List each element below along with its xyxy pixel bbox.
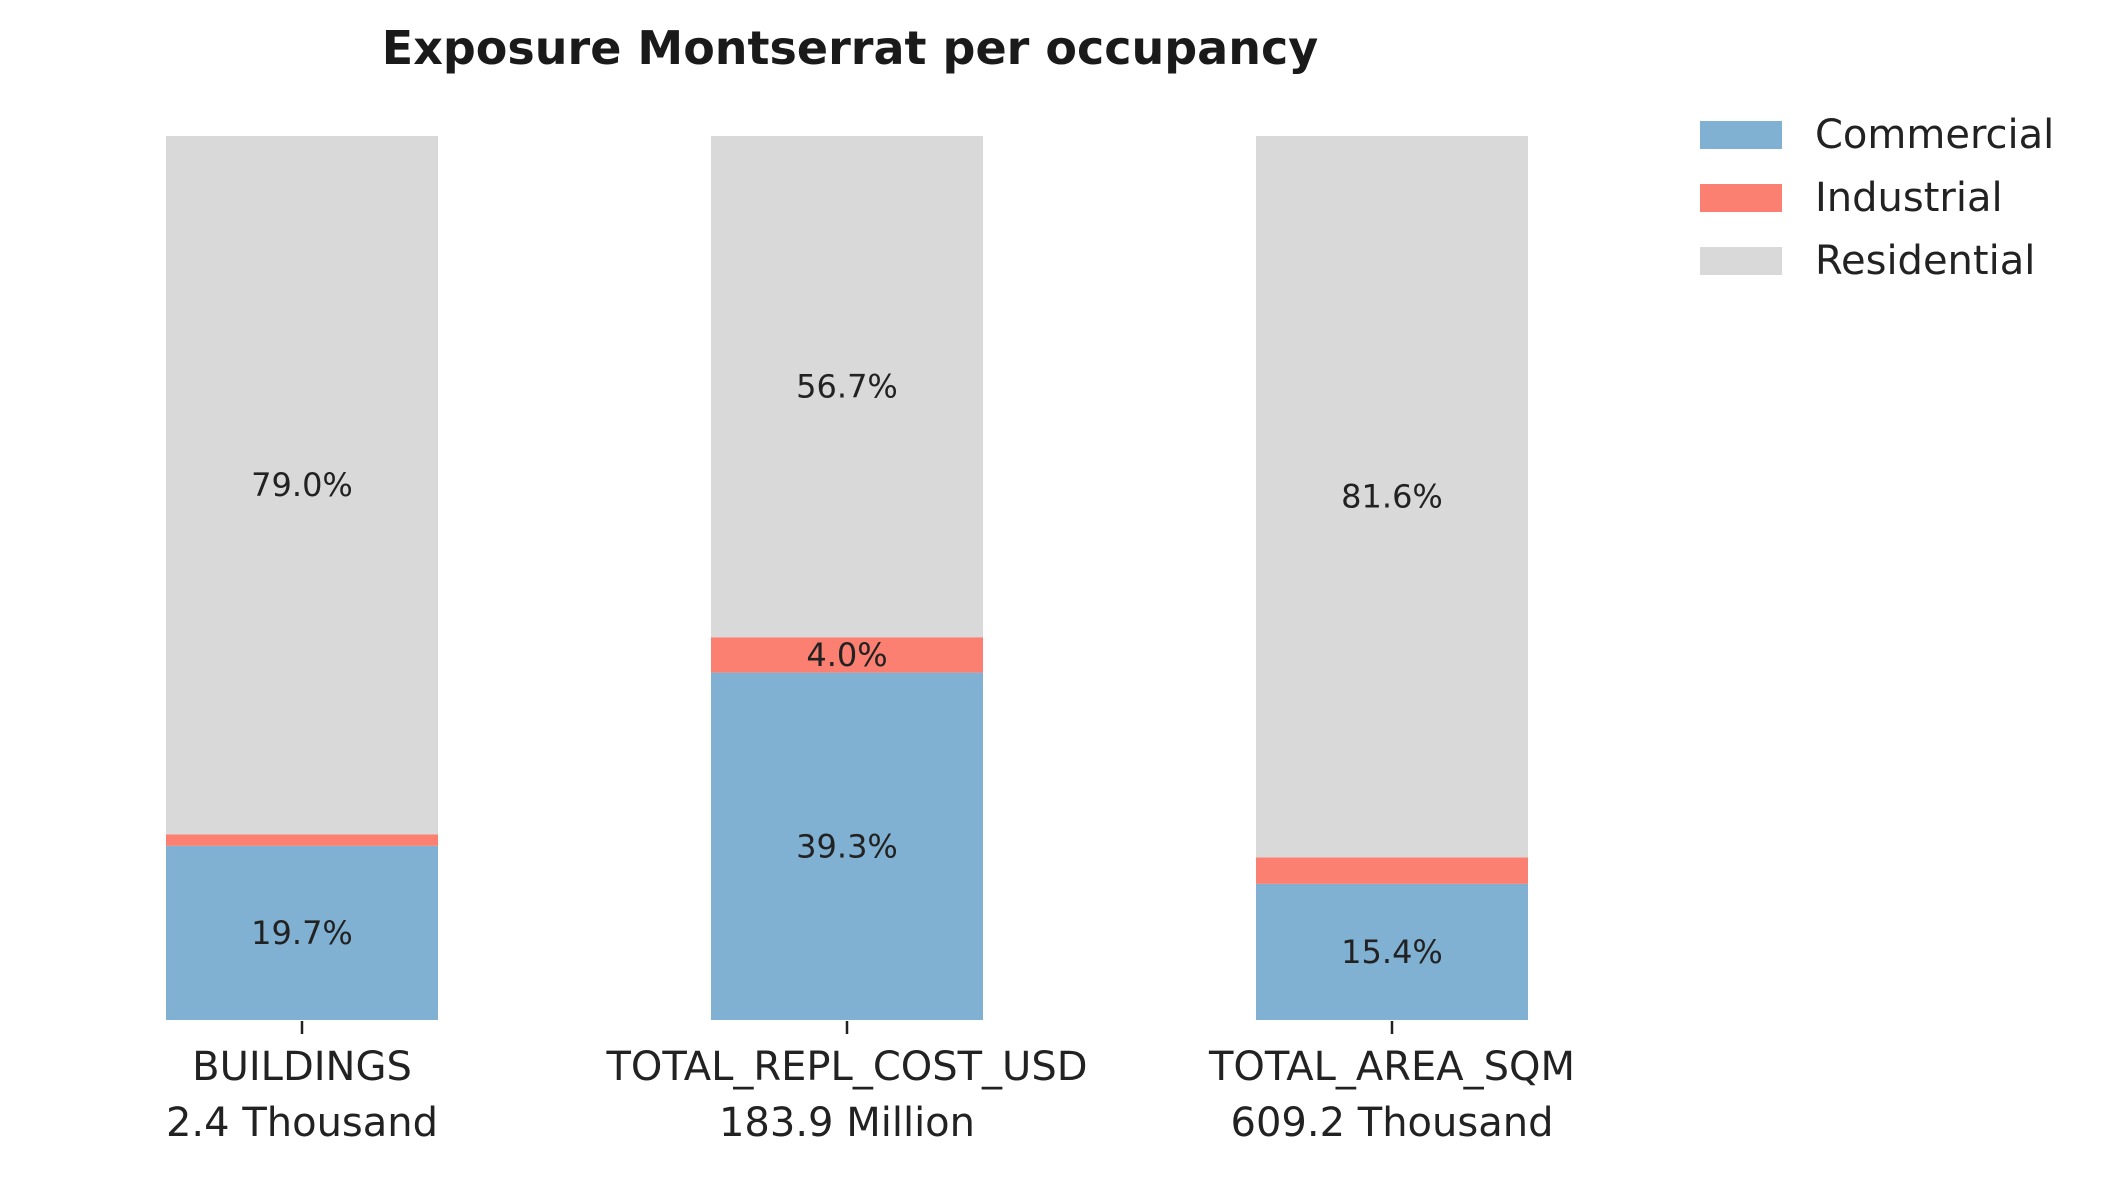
bar-commercial-total_repl_cost_usd bbox=[711, 672, 983, 1020]
bar-industrial-buildings bbox=[166, 834, 438, 846]
legend: Commercial Industrial Residential bbox=[1700, 112, 2054, 284]
data-label-commercial-total_repl_cost_usd: 39.3% bbox=[796, 827, 898, 865]
data-label-commercial-buildings: 19.7% bbox=[251, 914, 353, 952]
legend-label-residential: Residential bbox=[1815, 238, 2035, 284]
x-tick-total: 183.9 Million bbox=[719, 1100, 975, 1146]
chart-title: Exposure Montserrat per occupancy bbox=[382, 21, 1318, 75]
bar-residential-total_repl_cost_usd bbox=[711, 136, 983, 638]
bars-layer bbox=[166, 136, 1528, 1020]
data-label-residential-total_repl_cost_usd: 56.7% bbox=[796, 368, 898, 406]
bar-industrial-total_repl_cost_usd bbox=[711, 637, 983, 673]
legend-swatch-residential bbox=[1700, 247, 1782, 275]
x-axis: BUILDINGS 2.4 Thousand TOTAL_REPL_COST_USD… bbox=[166, 1021, 1575, 1146]
data-label-industrial-total_repl_cost_usd: 4.0% bbox=[806, 636, 887, 674]
x-tick-label: TOTAL_REPL_COST_USD bbox=[605, 1044, 1087, 1090]
legend-swatch-commercial bbox=[1700, 121, 1782, 149]
x-tick-total: 2.4 Thousand bbox=[166, 1100, 438, 1146]
legend-label-commercial: Commercial bbox=[1815, 112, 2054, 158]
data-label-commercial-total_area_sqm: 15.4% bbox=[1341, 933, 1443, 971]
legend-swatch-industrial bbox=[1700, 184, 1782, 212]
bar-industrial-total_area_sqm bbox=[1256, 857, 1528, 884]
bar-residential-buildings bbox=[166, 136, 438, 835]
data-label-residential-total_area_sqm: 81.6% bbox=[1341, 478, 1443, 516]
bar-commercial-total_area_sqm bbox=[1256, 883, 1528, 1020]
bar-commercial-buildings bbox=[166, 845, 438, 1020]
x-tick-label: TOTAL_AREA_SQM bbox=[1208, 1044, 1575, 1090]
bar-residential-total_area_sqm bbox=[1256, 136, 1528, 858]
legend-label-industrial: Industrial bbox=[1815, 175, 2003, 221]
data-label-residential-buildings: 79.0% bbox=[251, 466, 353, 504]
x-tick-total: 609.2 Thousand bbox=[1231, 1100, 1554, 1146]
x-tick-label: BUILDINGS bbox=[192, 1044, 412, 1090]
segment-labels-layer: 19.7% 79.0% 39.3% 4.0% 56.7% 15.4% 81.6% bbox=[251, 368, 1443, 971]
